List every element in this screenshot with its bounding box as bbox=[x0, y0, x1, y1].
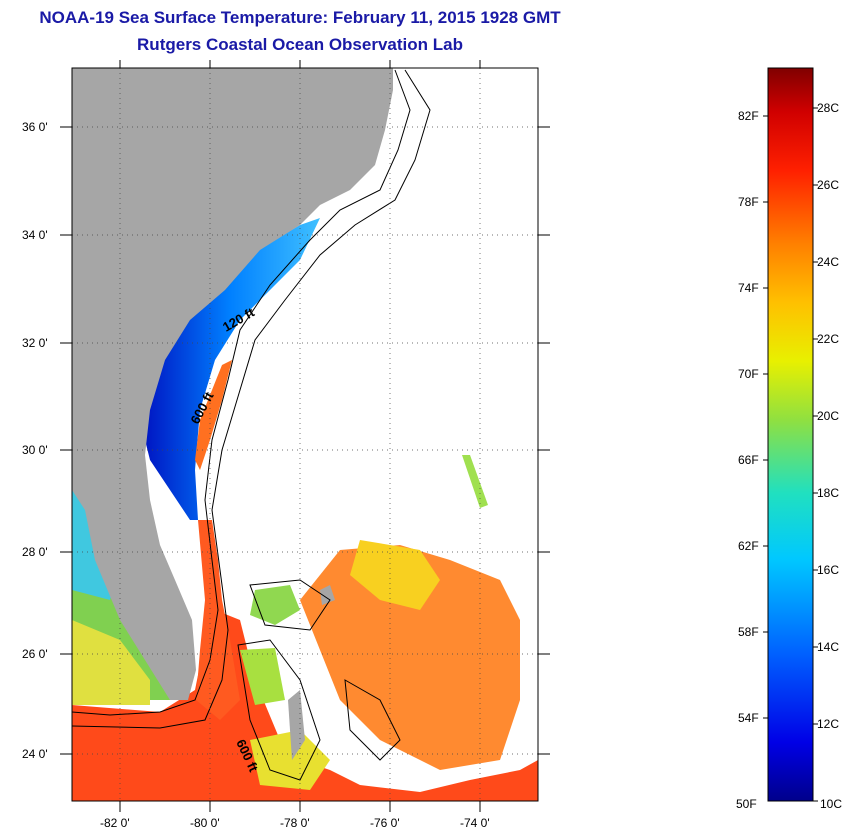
lat-label-26: 26 0' bbox=[22, 647, 48, 661]
yellow-patch bbox=[350, 540, 440, 610]
contour-600ft bbox=[72, 69, 431, 729]
bahamas-warm-water bbox=[300, 545, 520, 770]
bahamas-island-2 bbox=[320, 585, 335, 605]
colorbar-c-26: 26C bbox=[817, 178, 839, 192]
warm-shelf-edge bbox=[195, 360, 232, 470]
lon-label-74: -74 0' bbox=[460, 816, 490, 830]
lon-label-76: -76 0' bbox=[370, 816, 400, 830]
yellow-patch-south bbox=[250, 730, 330, 790]
colorbar-c-22: 22C bbox=[817, 332, 839, 346]
colorbar-c-20: 20C bbox=[817, 409, 839, 423]
lat-label-34: 34 0' bbox=[22, 228, 48, 242]
graticule bbox=[72, 68, 538, 801]
lat-label-30: 30 0' bbox=[22, 443, 48, 457]
contour-120ft bbox=[72, 69, 411, 716]
lon-label-80: -80 0' bbox=[190, 816, 220, 830]
contour-bahamas bbox=[237, 579, 401, 781]
colorbar-c-18: 18C bbox=[817, 486, 839, 500]
map-title: NOAA-19 Sea Surface Temperature: Februar… bbox=[39, 8, 561, 27]
colorbar-c-12: 12C bbox=[817, 717, 839, 731]
lat-label-28: 28 0' bbox=[22, 545, 48, 559]
lon-label-82: -82 0' bbox=[100, 816, 130, 830]
colorbar-f-70: 70F bbox=[738, 367, 759, 381]
colorbar-f-50: 50F bbox=[736, 797, 757, 811]
colorbar-f-78: 78F bbox=[738, 195, 759, 209]
map-frame bbox=[71, 67, 539, 802]
green-bank bbox=[250, 585, 300, 625]
lat-label-32: 32 0' bbox=[22, 336, 48, 350]
land-mass bbox=[72, 68, 393, 700]
colorbar-c-14: 14C bbox=[817, 640, 839, 654]
bahamas-island bbox=[288, 690, 305, 760]
lat-label-24: 24 0' bbox=[22, 747, 48, 761]
colorbar-c-28: 28C bbox=[817, 101, 839, 115]
colorbar-c-10: 10C bbox=[820, 797, 842, 811]
colorbar-c-24: 24C bbox=[817, 255, 839, 269]
gulf-stream-warm-water bbox=[72, 610, 538, 801]
lon-label-78: -78 0' bbox=[280, 816, 310, 830]
colorbar-f-66: 66F bbox=[738, 453, 759, 467]
colorbar-f-58: 58F bbox=[738, 625, 759, 639]
colorbar-ticks bbox=[763, 107, 818, 802]
green-streak bbox=[462, 455, 488, 508]
florida-strait-warm bbox=[196, 520, 240, 720]
map-panel bbox=[72, 68, 538, 801]
frame-ticks bbox=[60, 60, 550, 812]
coastal-cold-water bbox=[140, 218, 320, 520]
green-bank-2 bbox=[240, 648, 285, 705]
lat-label-36: 36 0' bbox=[22, 120, 48, 134]
colorbar-f-74: 74F bbox=[738, 281, 759, 295]
colorbar-c-16: 16C bbox=[817, 563, 839, 577]
colorbar-f-54: 54F bbox=[738, 711, 759, 725]
colorbar-f-82: 82F bbox=[738, 109, 759, 123]
yellow-water-west bbox=[72, 620, 150, 705]
map-subtitle: Rutgers Coastal Ocean Observation Lab bbox=[137, 35, 463, 54]
colorbar bbox=[767, 67, 814, 802]
colorbar-f-62: 62F bbox=[738, 539, 759, 553]
